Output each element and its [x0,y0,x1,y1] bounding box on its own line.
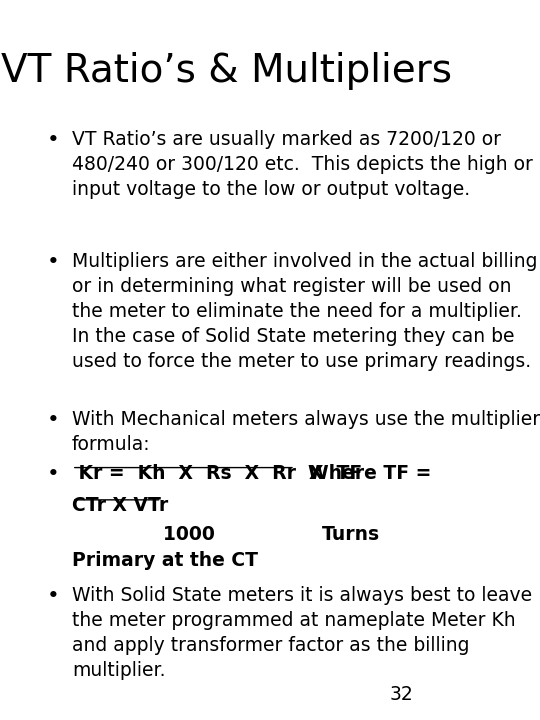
Text: 1000: 1000 [72,525,215,544]
Text: With Mechanical meters always use the multiplier
formula:: With Mechanical meters always use the mu… [72,410,540,454]
Text: VT Ratio’s & Multipliers: VT Ratio’s & Multipliers [1,52,451,89]
Text: Primary at the CT: Primary at the CT [72,552,258,570]
Text: •: • [47,464,59,484]
Text: 32: 32 [390,685,414,704]
Text: CTr X VTr: CTr X VTr [72,496,168,516]
Text: •: • [47,586,59,606]
Text: VT Ratio’s are usually marked as 7200/120 or
480/240 or 300/120 etc.  This depic: VT Ratio’s are usually marked as 7200/12… [72,130,533,199]
Text: Kr =  Kh  X  Rs  X  Rr  X  TF: Kr = Kh X Rs X Rr X TF [72,464,362,483]
Text: Multipliers are either involved in the actual billing
or in determining what reg: Multipliers are either involved in the a… [72,253,537,372]
Text: •: • [47,253,59,272]
Text: With Solid State meters it is always best to leave
the meter programmed at namep: With Solid State meters it is always bes… [72,586,532,680]
Text: •: • [47,130,59,150]
Text: Where TF =: Where TF = [295,464,431,483]
Text: Turns: Turns [322,525,380,544]
Text: •: • [47,410,59,431]
